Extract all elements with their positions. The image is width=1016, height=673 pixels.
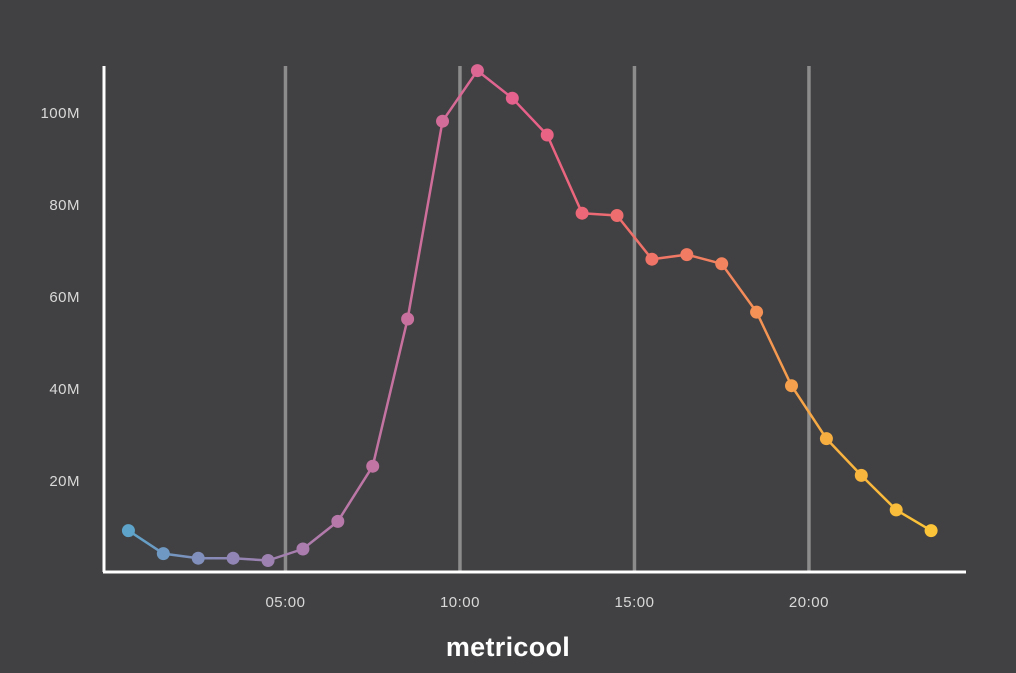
data-point	[296, 542, 310, 556]
data-point	[191, 551, 205, 565]
y-tick-label: 60M	[49, 289, 80, 306]
data-point	[785, 379, 799, 393]
data-point	[680, 248, 694, 262]
data-point	[540, 128, 554, 142]
data-point	[261, 554, 275, 567]
data-point	[645, 252, 659, 266]
y-tick-label: 80M	[49, 197, 80, 214]
data-point	[889, 503, 903, 517]
data-point	[854, 468, 868, 482]
data-point	[715, 257, 729, 271]
y-tick-label: 100M	[40, 105, 80, 122]
data-point	[401, 312, 415, 326]
x-tick-label: 05:00	[265, 594, 305, 611]
data-point	[575, 206, 589, 220]
data-points	[121, 64, 938, 567]
data-point	[470, 64, 484, 78]
x-tick-label: 10:00	[440, 594, 480, 611]
data-point	[156, 547, 170, 561]
metricool-logo: metricool	[446, 632, 570, 662]
data-point	[226, 551, 240, 565]
data-point	[121, 524, 135, 538]
y-tick-label: 20M	[49, 473, 80, 490]
axes	[102, 66, 966, 574]
data-point	[750, 305, 764, 319]
data-point	[436, 114, 450, 128]
y-tick-labels: 20M 40M 60M 80M 100M	[40, 105, 80, 490]
data-point	[610, 209, 624, 222]
data-point	[819, 432, 833, 446]
data-point	[505, 91, 519, 105]
y-tick-label: 40M	[49, 381, 80, 398]
data-point	[924, 524, 938, 538]
x-tick-labels: 05:00 10:00 15:00 20:00	[265, 594, 829, 611]
data-point	[366, 459, 380, 473]
x-tick-label: 20:00	[789, 594, 829, 611]
data-point	[331, 514, 345, 528]
x-tick-label: 15:00	[614, 594, 654, 611]
gridlines	[283, 66, 811, 572]
